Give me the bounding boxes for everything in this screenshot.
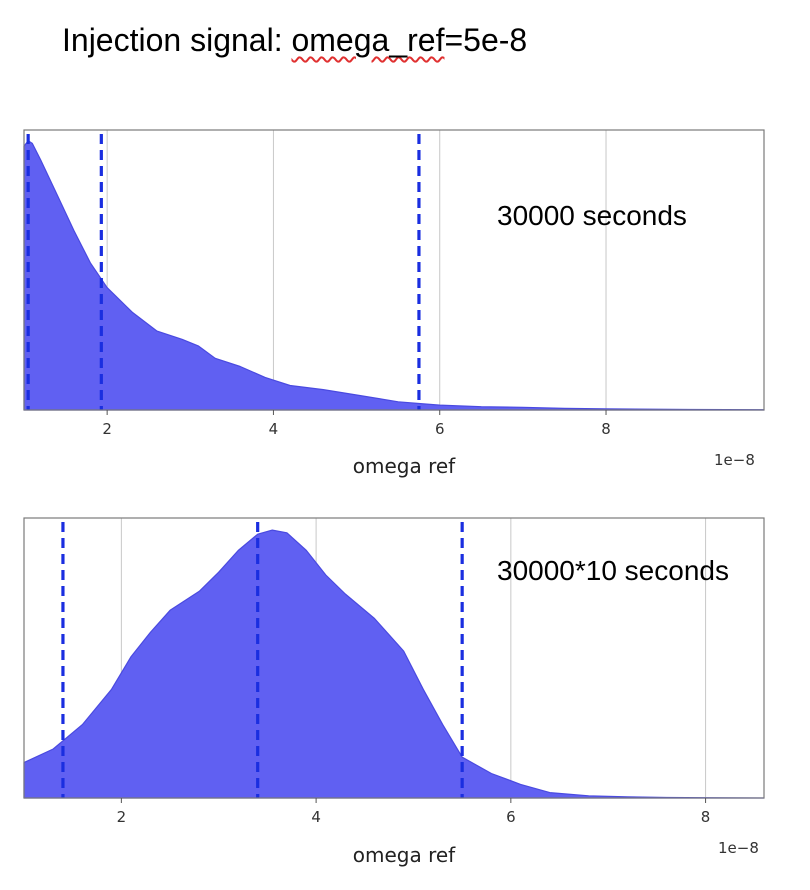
- plot-frame: [23, 129, 765, 411]
- duration-annotation: 30000 seconds: [497, 200, 687, 231]
- chart-2: 2 4 6 8 omega ref 1e−8 30000*10 seconds: [23, 517, 765, 867]
- x-tick-label: 2: [102, 420, 112, 438]
- title-suffix: =5e-8: [444, 22, 528, 58]
- title-parameter: omega_ref: [291, 22, 445, 58]
- x-tick-label: 2: [117, 808, 127, 826]
- duration-annotation: 30000*10 seconds: [497, 555, 729, 586]
- density-area: [23, 529, 765, 799]
- x-tick-label: 6: [506, 808, 516, 826]
- x-tick-label: 4: [269, 420, 279, 438]
- x-axis-scale-label: 1e−8: [718, 839, 759, 857]
- page-title: Injection signal: omega_ref=5e-8: [62, 22, 527, 59]
- density-area: [23, 140, 765, 411]
- x-axis-label: omega ref: [353, 843, 456, 867]
- x-axis-scale-label: 1e−8: [714, 451, 755, 469]
- x-tick-label: 8: [701, 808, 711, 826]
- x-axis-label: omega ref: [353, 454, 456, 478]
- x-tick-label: 4: [311, 808, 321, 826]
- x-tick-label: 6: [435, 420, 445, 438]
- x-tick-label: 8: [601, 420, 611, 438]
- plot-frame: [23, 517, 765, 799]
- chart-1: 2 4 6 8 omega ref 1e−8 30000 seconds: [23, 129, 765, 478]
- title-prefix: Injection signal:: [62, 22, 292, 58]
